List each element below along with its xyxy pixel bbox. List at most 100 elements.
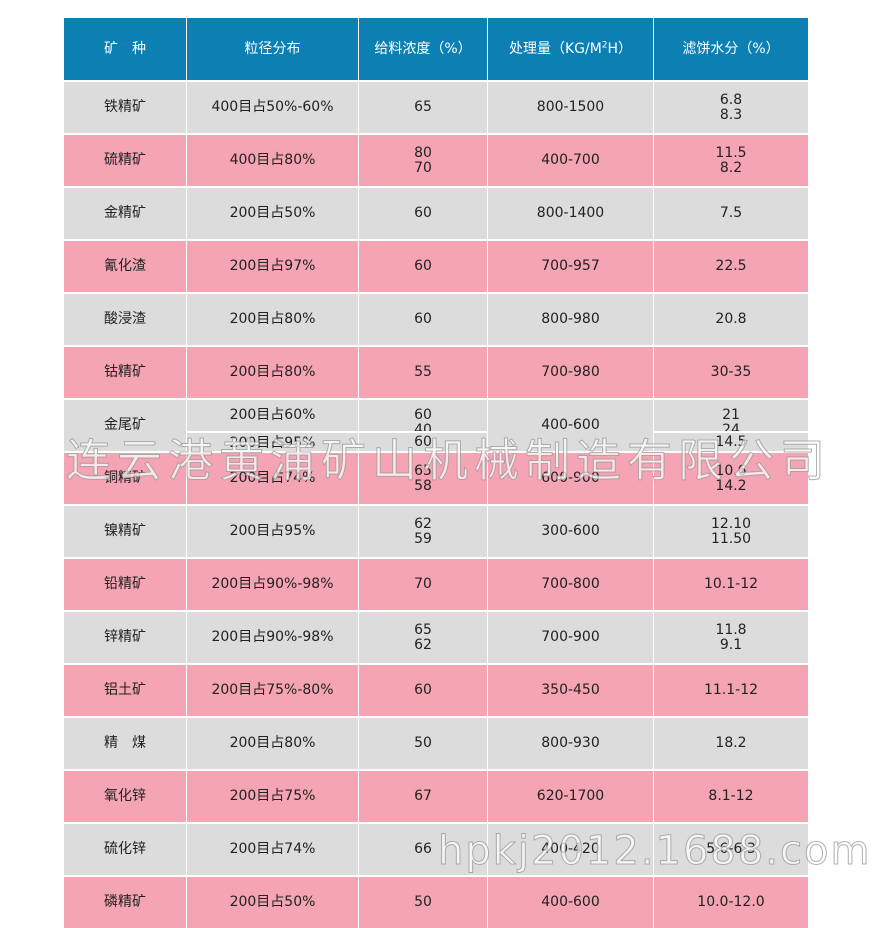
cell-line: 11.8 [715, 621, 747, 638]
cell-line: 7.5 [719, 205, 743, 221]
cell-line: 酸浸渣 [104, 311, 146, 327]
table-cell-moisture: 18.2 [654, 718, 808, 769]
table-cell-conc: 70 [359, 559, 487, 610]
cell-line: 400-600 [541, 894, 600, 910]
cell-line: 氰化渣 [104, 258, 146, 274]
header-capacity: 处理量（KG/M2H） [488, 18, 653, 80]
header-capacity-superscript: 2 [601, 39, 608, 50]
cell-line: 62 [414, 515, 432, 532]
header-moisture: 滤饼水分（%） [654, 18, 808, 80]
cell-line: 58 [414, 477, 432, 494]
cell-line: 400-600 [541, 417, 600, 433]
cell-line: 12.10 [710, 515, 752, 532]
table-subcell-conc: 60 [359, 432, 487, 451]
table-cell-capacity: 800-980 [488, 294, 653, 345]
table-cell-moisture: 22.5 [654, 241, 808, 292]
header-concentration-label: 给料浓度（%） [374, 41, 471, 57]
cell-line: 6.8 [719, 91, 743, 108]
cell-line: 70 [414, 159, 432, 176]
table-cell-ore: 镍精矿 [64, 506, 186, 557]
table-cell-ore: 铝土矿 [64, 665, 186, 716]
cell-line: 200目占75%-80% [211, 682, 334, 698]
cell-line: 200目占50% [229, 205, 316, 221]
table-cell-moisture: 6.8 8.3 [654, 82, 808, 133]
subrow-divider [654, 431, 808, 433]
cell-line: 66 [414, 841, 432, 857]
header-ore-text: 矿 种 [104, 40, 146, 57]
header-ore-label: 矿 种 [104, 40, 146, 57]
cell-line: 60 [414, 311, 432, 327]
table-cell-conc: 50 [359, 718, 487, 769]
cell-line: 800-1400 [536, 205, 605, 221]
cell-line: 金精矿 [104, 205, 146, 221]
header-moisture-text: 滤饼水分（%） [682, 40, 780, 57]
table-cell-conc: 60 [359, 188, 487, 239]
cell-line: 70 [414, 576, 432, 592]
table-cell-conc: 60 [359, 294, 487, 345]
cell-line: 11.5 [715, 144, 747, 161]
cell-line: 55 [414, 364, 432, 380]
header-size-label: 粒径分布 [245, 41, 301, 57]
table-cell-size: 400目占50%-60% [187, 82, 358, 133]
header-concentration: 给料浓度（%） [359, 18, 487, 80]
cell-line: 200目占95% [229, 434, 316, 451]
table-cell-ore: 精 煤 [64, 718, 186, 769]
table-cell-ore: 铜精矿 [64, 453, 186, 504]
cell-line: 620-1700 [536, 788, 605, 804]
cell-line: 200目占90%-98% [211, 576, 334, 592]
table-cell-capacity: 620-1700 [488, 771, 653, 822]
cell-line: 65 [414, 462, 432, 479]
header-capacity-unit: H） [607, 40, 633, 57]
table-cell-ore: 氰化渣 [64, 241, 186, 292]
cell-line: 9.1 [719, 636, 743, 653]
table-cell-moisture: 30-35 [654, 347, 808, 398]
table-cell-size: 200目占80% [187, 718, 358, 769]
table-cell-ore: 金尾矿 [64, 400, 186, 451]
cell-line: 10.1-12 [703, 576, 759, 592]
subrow-divider [187, 431, 358, 433]
cell-line: 21 [722, 407, 740, 423]
header-capacity-label: 处理量（KG/M2H） [509, 39, 633, 57]
table-subcell-moisture: 14.5 [654, 432, 808, 451]
cell-line: 200目占74% [229, 841, 316, 857]
table-cell-size: 200目占80% [187, 294, 358, 345]
cell-line: 200目占90%-98% [211, 629, 334, 645]
table-cell-capacity: 350-450 [488, 665, 653, 716]
cell-line: 50 [414, 735, 432, 751]
table-cell-moisture: 10.1-12 [654, 559, 808, 610]
table-cell-moisture: 12.10 11.50 [654, 506, 808, 557]
table-cell-size: 200目占90%-98% [187, 612, 358, 663]
subrow-divider [359, 431, 487, 433]
table-cell-moisture: 11.1-12 [654, 665, 808, 716]
table-cell-capacity: 700-957 [488, 241, 653, 292]
header-size: 粒径分布 [187, 18, 358, 80]
cell-line: 400目占80% [229, 152, 316, 168]
cell-line: 11.50 [710, 530, 752, 547]
cell-line: 200目占80% [229, 311, 316, 327]
cell-line: 磷精矿 [104, 894, 146, 910]
header-ore: 矿 种 [64, 18, 186, 80]
table-cell-moisture: 8.1-12 [654, 771, 808, 822]
cell-line: 700-957 [541, 258, 600, 274]
table-cell-moisture: 5.6-6.3 [654, 824, 808, 875]
cell-line: 硫化锌 [104, 841, 146, 857]
cell-line: 200目占74% [229, 470, 316, 486]
table-cell-moisture: 20.8 [654, 294, 808, 345]
table-cell-capacity: 400-700 [488, 135, 653, 186]
table-cell-conc: 67 [359, 771, 487, 822]
table-cell-conc: 50 [359, 877, 487, 928]
table-cell-size: 200目占50% [187, 188, 358, 239]
cell-line: 30-35 [710, 364, 752, 380]
table-cell-size: 200目占75%-80% [187, 665, 358, 716]
cell-line: 60 [414, 433, 432, 450]
cell-line: 60 [414, 258, 432, 274]
cell-line: 200目占50% [229, 894, 316, 910]
table-cell-size: 400目占80% [187, 135, 358, 186]
cell-line: 镍精矿 [104, 523, 146, 539]
table-cell-capacity: 400-600 [488, 877, 653, 928]
cell-line: 铝土矿 [104, 682, 146, 698]
cell-line: 5.6-6.3 [706, 841, 756, 857]
header-moisture-label: 滤饼水分（%） [682, 40, 780, 57]
cell-line: 8.2 [719, 159, 743, 176]
cell-line: 20.8 [715, 311, 747, 327]
